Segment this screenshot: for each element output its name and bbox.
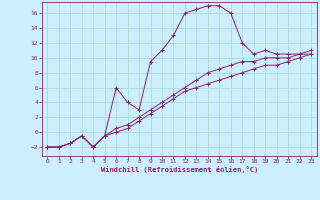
X-axis label: Windchill (Refroidissement éolien,°C): Windchill (Refroidissement éolien,°C) [100,166,258,173]
